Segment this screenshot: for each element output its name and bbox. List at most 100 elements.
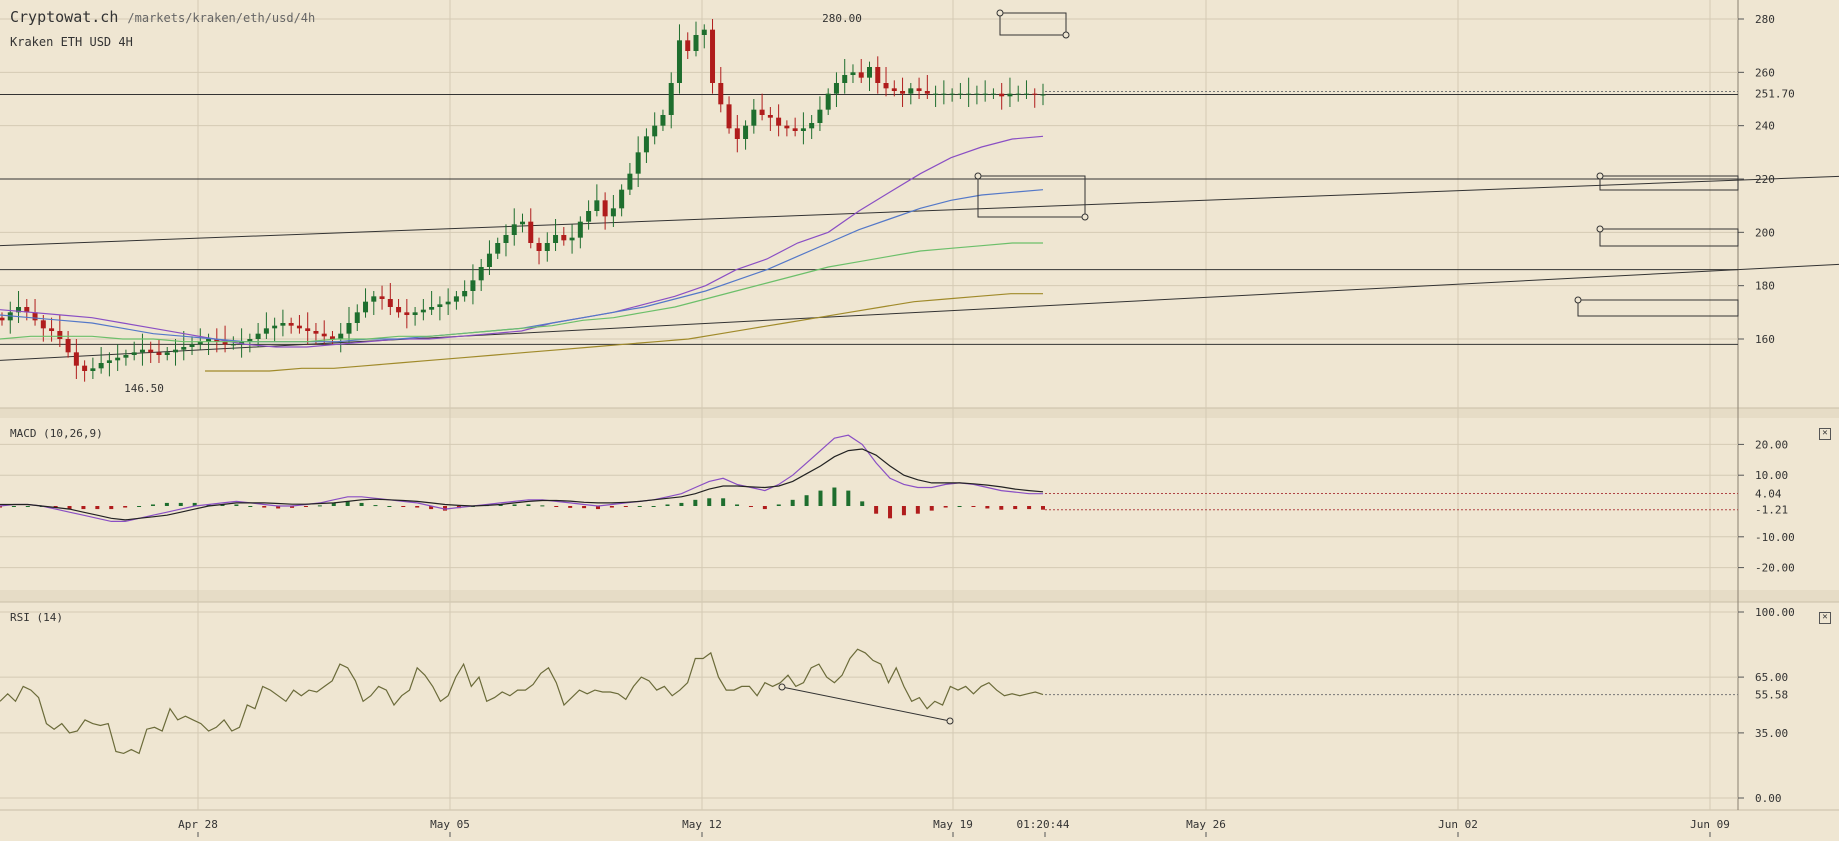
macd-histogram-bar	[387, 506, 392, 507]
candle-body	[941, 93, 947, 95]
macd-histogram-bar	[707, 498, 712, 506]
rsi-close-icon[interactable]: ✕	[1819, 612, 1831, 624]
x-tick-label: Apr 28	[178, 818, 218, 831]
candle-body	[371, 296, 377, 302]
macd-histogram-bar	[234, 504, 239, 506]
macd-histogram-bar	[401, 506, 406, 507]
candle-body	[379, 296, 385, 299]
candle-body	[189, 344, 195, 347]
price-tick-label: 260	[1755, 66, 1775, 79]
candle-body	[825, 93, 831, 110]
candle-body	[478, 267, 484, 281]
macd-tick-label: 20.00	[1755, 438, 1788, 451]
candle-body	[404, 312, 410, 315]
macd-histogram-bar	[25, 506, 30, 507]
candle-body	[197, 341, 203, 345]
candle-body	[701, 29, 707, 35]
candle-body	[16, 307, 22, 313]
macd-histogram-bar	[832, 487, 837, 506]
macd-histogram-bar	[220, 504, 225, 506]
candle-body	[643, 136, 649, 153]
candle-body	[437, 304, 443, 307]
x-tick-label: May 19	[933, 818, 973, 831]
candle-body	[445, 301, 451, 305]
panel-divider	[0, 408, 1839, 418]
candle-body	[511, 224, 517, 235]
macd-tick-label: -1.21	[1755, 504, 1788, 517]
rsi-tick-label: 55.58	[1755, 689, 1788, 702]
macd-histogram-bar	[623, 506, 628, 507]
candle-body	[553, 235, 559, 243]
macd-histogram-bar	[957, 506, 962, 507]
macd-histogram-bar	[582, 506, 587, 509]
candle-body	[883, 83, 889, 89]
macd-histogram-bar	[776, 504, 781, 506]
candle-body	[635, 152, 641, 174]
candle-body	[520, 221, 525, 225]
macd-close-icon[interactable]: ✕	[1819, 428, 1831, 440]
candle-body	[255, 333, 261, 339]
macd-histogram-bar	[317, 505, 322, 507]
macd-histogram-bar	[888, 506, 893, 519]
candle-body	[65, 339, 71, 353]
candle-body	[396, 307, 402, 313]
macd-histogram-bar	[248, 506, 253, 507]
macd-histogram-bar	[150, 504, 155, 506]
macd-histogram-bar	[762, 506, 767, 510]
candle-body	[503, 235, 509, 243]
candle-body	[338, 333, 344, 339]
macd-histogram-bar	[67, 506, 72, 510]
macd-histogram-bar	[790, 499, 795, 506]
candle-body	[710, 29, 716, 84]
candle-body	[24, 307, 30, 313]
candle-body	[875, 67, 881, 83]
candle-body	[296, 325, 302, 329]
macd-histogram-bar	[123, 506, 128, 508]
candle-body	[32, 312, 38, 321]
candle-body	[767, 115, 773, 118]
candle-body	[148, 349, 154, 353]
candle-body	[966, 93, 972, 95]
candle-body	[272, 325, 278, 329]
macd-histogram-bar	[345, 501, 350, 506]
macd-histogram-bar	[985, 506, 990, 509]
candle-body	[131, 352, 137, 355]
candle-body	[329, 336, 335, 339]
macd-histogram-bar	[637, 506, 642, 507]
candle-body	[40, 320, 46, 329]
macd-histogram-bar	[735, 504, 740, 506]
drawing-handle	[946, 717, 954, 725]
site-name[interactable]: Cryptowat.ch	[10, 8, 119, 26]
macd-histogram-bar	[178, 502, 183, 506]
candle-body	[817, 109, 823, 123]
candle-body	[924, 91, 930, 94]
candle-body	[164, 352, 170, 355]
macd-histogram-bar	[443, 506, 448, 511]
macd-histogram-bar	[192, 502, 197, 506]
candle-body	[313, 331, 319, 334]
candle-body	[974, 93, 980, 95]
candle-body	[173, 349, 178, 353]
low-annotation: 146.50	[124, 382, 164, 395]
macd-histogram-bar	[359, 502, 364, 506]
candle-body	[321, 333, 327, 337]
macd-histogram-bar	[679, 502, 684, 506]
current-price-label: 251.70	[1755, 87, 1795, 100]
macd-histogram-bar	[526, 504, 531, 506]
candle-body	[214, 339, 220, 342]
drawing-handle	[996, 9, 1004, 17]
candle-body	[908, 88, 914, 94]
candle-body	[867, 67, 872, 78]
macd-histogram-bar	[609, 506, 614, 508]
signal-line	[0, 448, 1044, 521]
candle-body	[891, 88, 897, 91]
candle-body	[420, 309, 426, 313]
candle-body	[676, 40, 682, 83]
candle-body	[288, 323, 294, 326]
candle-body	[90, 368, 96, 371]
ema-line	[205, 293, 1043, 372]
macd-histogram-bar	[53, 506, 58, 508]
macd-tick-label: -20.00	[1755, 562, 1795, 575]
drawing-box	[977, 175, 1086, 218]
